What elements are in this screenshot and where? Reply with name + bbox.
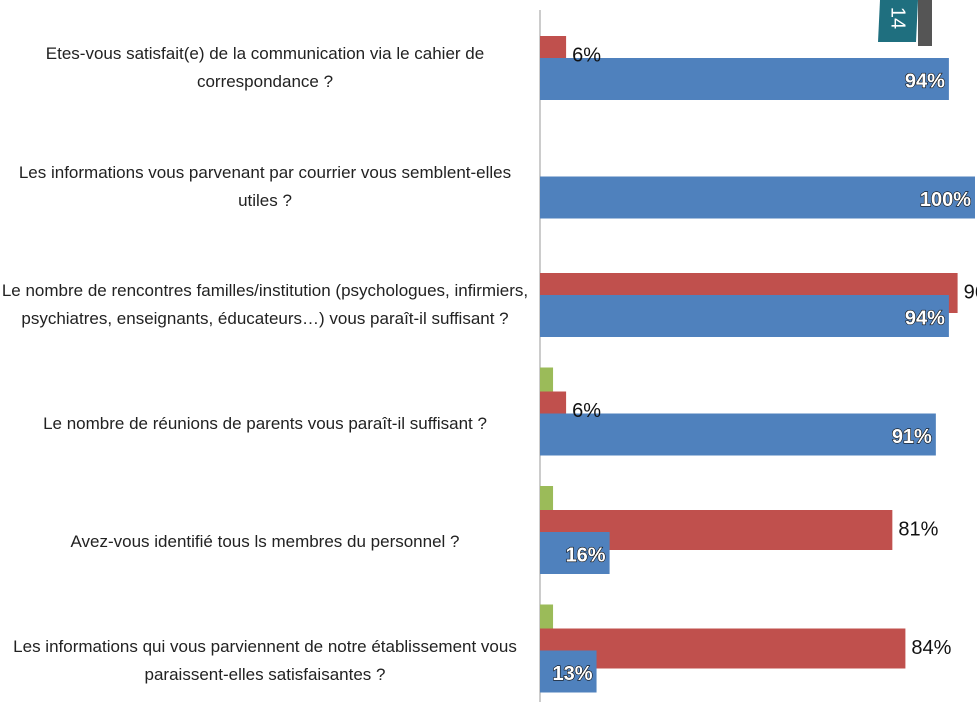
value-label: 100% [920,189,971,211]
category-label: Avez-vous identifié tous ls membres du p… [70,532,460,551]
tag-text: 14 [887,7,909,29]
bar [540,58,949,100]
value-label: 94% [905,70,945,92]
value-label: 6% [572,400,601,422]
category-label: Le nombre de rencontres familles/institu… [1,281,529,328]
bar [540,413,936,456]
value-label: 6% [572,44,601,66]
bar [540,628,906,669]
value-label: 16% [566,544,606,566]
value-label: 84% [911,637,951,659]
category-label: Les informations vous parvenant par cour… [18,162,512,210]
value-label: 94% [905,307,945,329]
value-label: 81% [898,518,938,540]
bar [540,532,610,574]
bar [540,295,949,337]
tag-shadow [918,0,932,46]
bar [540,176,975,219]
category-label: Les informations qui vous parviennent de… [13,636,517,684]
bar [540,650,597,693]
value-label: 91% [892,426,932,448]
category-label: Etes-vous satisfait(e) de la communicati… [45,44,485,91]
value-label: 96% [964,281,977,303]
category-label: Le nombre de réunions de parents vous pa… [43,413,487,433]
corner-tag: 14 [878,0,932,46]
value-label: 13% [553,663,593,685]
tag-shape [878,0,918,42]
